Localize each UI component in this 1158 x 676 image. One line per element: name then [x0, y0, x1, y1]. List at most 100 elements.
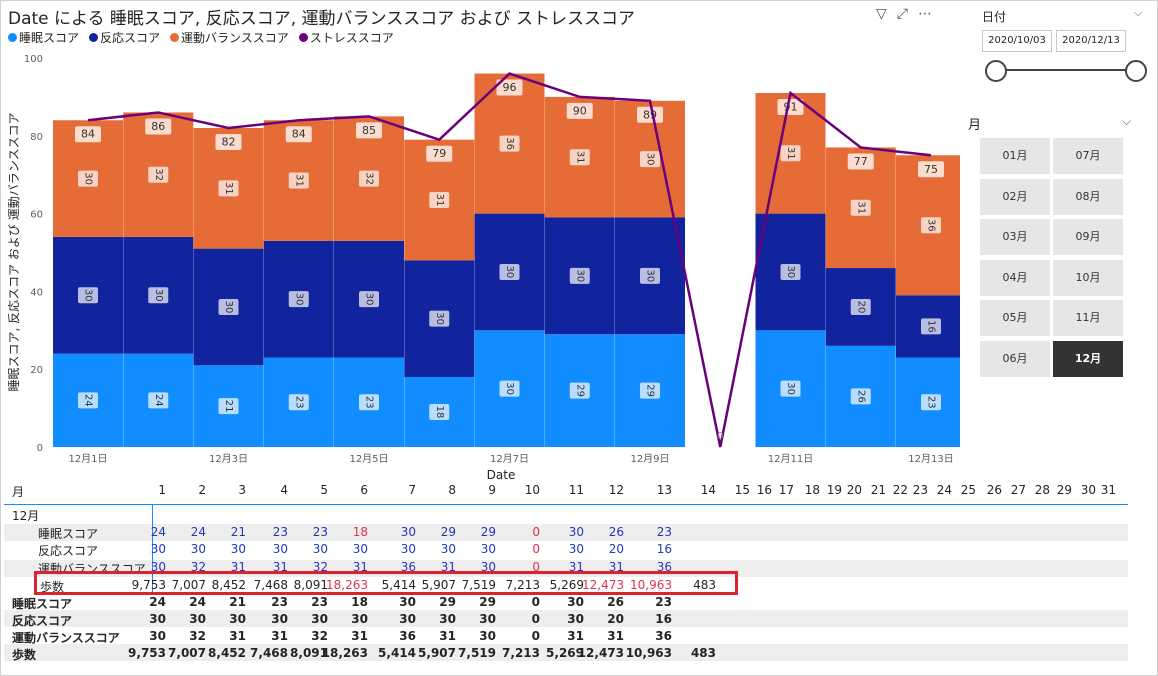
data-label-bg — [850, 298, 871, 315]
data-label-bg — [288, 172, 309, 189]
data-label: 26 — [855, 390, 866, 403]
column-header: 29 — [1056, 483, 1072, 497]
table-cell: 31 — [568, 560, 584, 574]
data-label-bg — [640, 267, 660, 284]
month-button-06月[interactable]: 06月 — [980, 340, 1050, 377]
total-label: 77 — [854, 155, 868, 168]
month-button-05月[interactable]: 05月 — [980, 300, 1050, 336]
total-label: 84 — [81, 128, 95, 141]
total-cell: 31 — [607, 629, 624, 643]
total-cell: 29 — [479, 595, 496, 609]
table-cell: 483 — [693, 578, 716, 592]
table-cell: 30 — [150, 542, 166, 556]
month-button-11月[interactable]: 11月 — [1053, 300, 1123, 336]
data-label-bg — [780, 380, 801, 397]
chevron-down-icon[interactable]: ⌵ — [1122, 114, 1132, 128]
total-cell: 30 — [439, 612, 456, 626]
month-button-08月[interactable]: 08月 — [1053, 178, 1123, 215]
row-label: 睡眠スコア — [38, 527, 99, 541]
total-label-bg — [356, 122, 382, 139]
row-stripe — [4, 610, 1128, 627]
line-label: 0 — [717, 431, 723, 442]
focus-mode-icon[interactable]: ⤢ — [896, 6, 908, 22]
date-range-slider[interactable] — [996, 69, 1136, 71]
table-cell: 30 — [568, 542, 584, 556]
total-cell: 30 — [149, 629, 166, 643]
data-label: 31 — [785, 147, 796, 160]
table-cell: 26 — [608, 525, 624, 539]
table-cell: 36 — [656, 560, 672, 574]
total-cell: 31 — [439, 629, 456, 643]
month-button-07月[interactable]: 07月 — [1053, 138, 1123, 174]
total-cell: 7,519 — [458, 646, 496, 660]
more-options-icon[interactable]: ⋯ — [917, 6, 932, 22]
slider-start-handle[interactable] — [985, 60, 1007, 82]
column-header: 8 — [448, 483, 456, 497]
data-label: 30 — [83, 172, 94, 185]
data-label-bg — [148, 287, 169, 304]
data-label-bg — [288, 394, 309, 411]
end-date-input[interactable]: 2020/12/13 — [1056, 30, 1126, 52]
month-button-09月[interactable]: 09月 — [1053, 219, 1123, 255]
data-label: 30 — [83, 289, 94, 302]
month-button-02月[interactable]: 02月 — [980, 178, 1050, 215]
table-cell: 30 — [312, 542, 328, 556]
data-label: 30 — [645, 269, 656, 282]
total-cell: 30 — [399, 612, 416, 626]
column-header: 3 — [238, 483, 246, 497]
legend-item[interactable]: 反応スコア — [89, 29, 160, 46]
total-cell: 30 — [271, 612, 288, 626]
data-label-bg — [218, 398, 239, 415]
data-label: 23 — [293, 396, 304, 409]
legend-label: 睡眠スコア — [19, 31, 80, 45]
data-label: 24 — [83, 394, 94, 407]
data-label: 31 — [574, 151, 585, 164]
column-header: 22 — [892, 483, 908, 497]
total-label-bg — [847, 153, 874, 170]
legend-item[interactable]: 睡眠スコア — [8, 29, 79, 46]
table-cell: 30 — [272, 542, 288, 556]
table-cell: 30 — [190, 542, 206, 556]
x-tick-label: 12月13日 — [908, 453, 953, 465]
table-cell: 29 — [480, 525, 496, 539]
month-button-01月[interactable]: 01月 — [980, 138, 1050, 174]
chevron-down-icon[interactable]: ⌵ — [1134, 6, 1143, 19]
legend-label: ストレススコア — [309, 31, 394, 45]
legend-item[interactable]: ストレススコア — [298, 29, 394, 46]
total-label: 90 — [573, 104, 587, 117]
column-header: 12 — [608, 483, 624, 497]
y-tick-label: 100 — [24, 54, 43, 65]
column-header: 11 — [568, 483, 584, 497]
total-cell: 7,213 — [502, 646, 540, 660]
column-header: 19 — [826, 483, 842, 497]
filter-icon[interactable]: ▽ — [876, 6, 887, 22]
table-cell: 0 — [532, 560, 540, 574]
month-button-03月[interactable]: 03月 — [980, 219, 1050, 255]
row-stripe — [4, 524, 1128, 541]
y-tick-label: 40 — [30, 287, 43, 298]
x-tick-label: 12月11日 — [768, 453, 813, 465]
table-cell: 29 — [440, 525, 456, 539]
column-header: 21 — [870, 483, 886, 497]
month-button-12月[interactable]: 12月 — [1053, 340, 1123, 377]
table-cell: 18 — [352, 525, 368, 539]
month-button-04月[interactable]: 04月 — [980, 259, 1050, 296]
row-header-label: 月 — [12, 485, 25, 499]
total-cell: 30 — [351, 612, 368, 626]
table-cell: 16 — [656, 542, 672, 556]
slider-end-handle[interactable] — [1125, 60, 1147, 82]
column-header: 17 — [778, 483, 794, 497]
data-label-bg — [499, 380, 520, 397]
month-button-10月[interactable]: 10月 — [1053, 259, 1123, 296]
data-label-bg — [569, 382, 590, 399]
header-divider — [4, 504, 1128, 505]
column-header: 16 — [756, 483, 772, 497]
legend-item[interactable]: 運動バランススコア — [170, 29, 289, 46]
total-cell: 30 — [229, 612, 246, 626]
column-header: 15 — [734, 483, 750, 497]
total-label-bg — [285, 126, 312, 143]
data-label-bg — [640, 382, 660, 399]
start-date-input[interactable]: 2020/10/03 — [982, 30, 1052, 52]
data-label: 30 — [434, 312, 445, 325]
data-label: 23 — [364, 396, 375, 409]
